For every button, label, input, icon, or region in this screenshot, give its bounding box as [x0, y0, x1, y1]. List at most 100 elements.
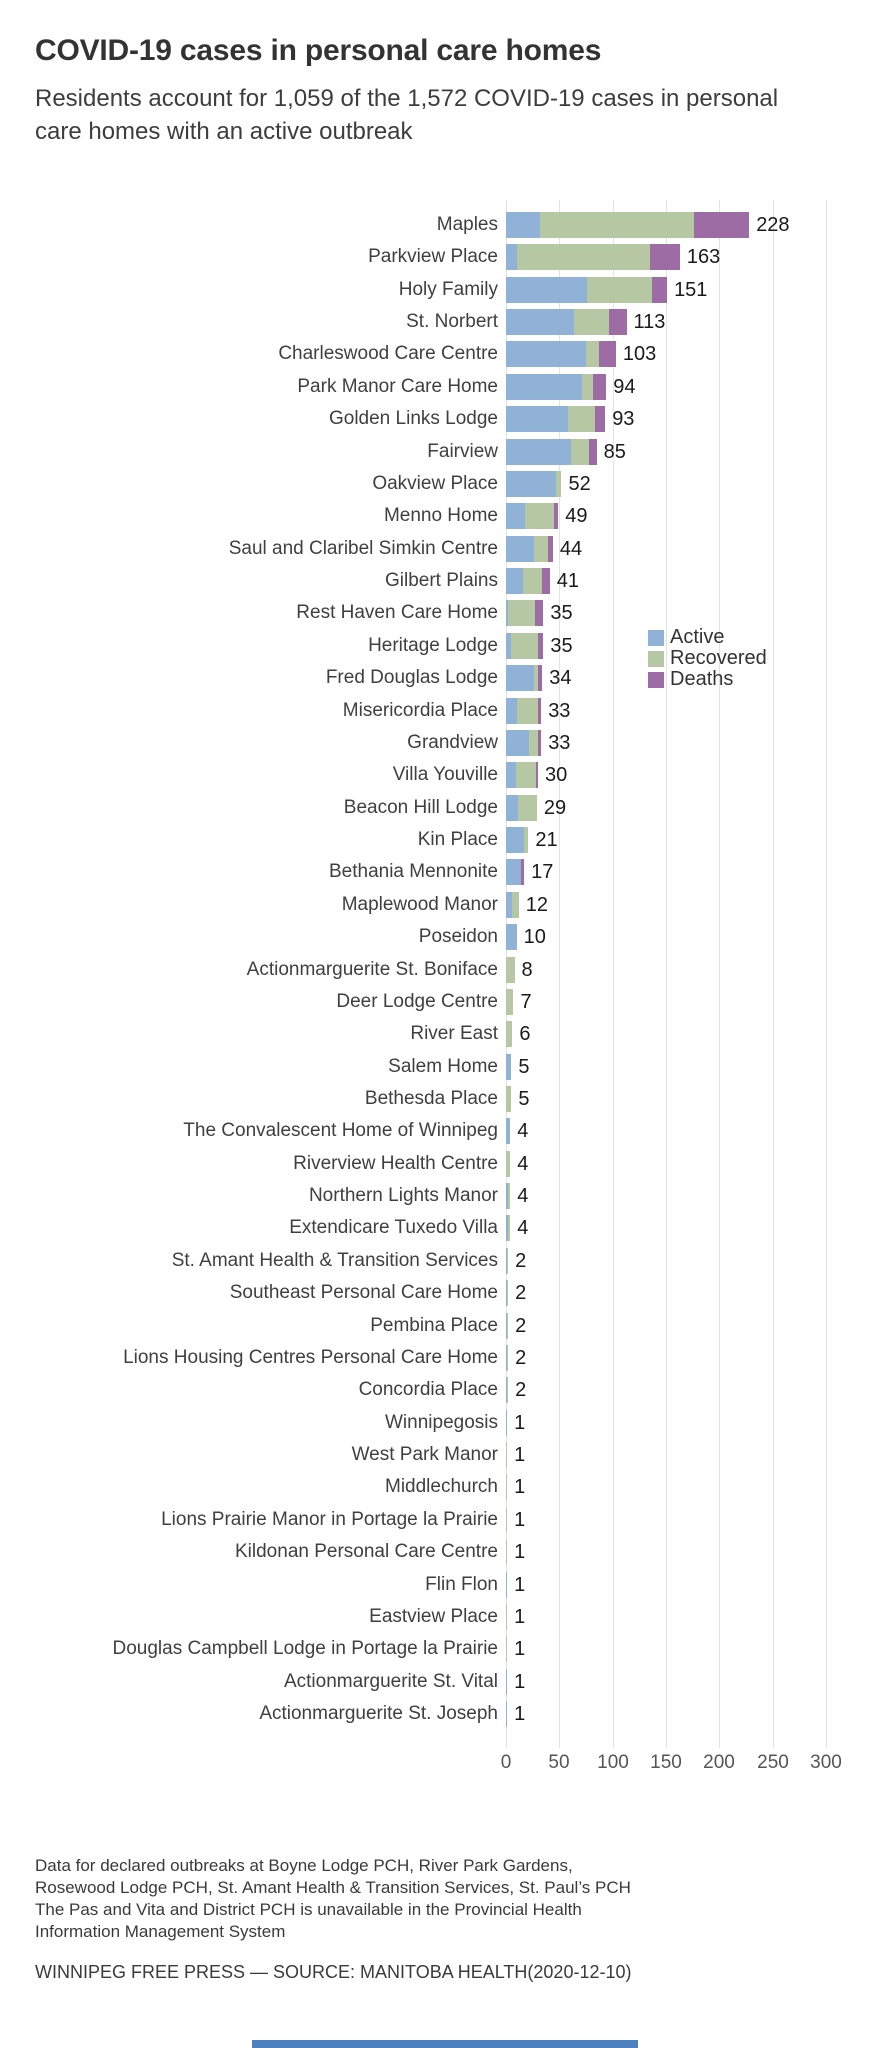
- bar-segment-active: [506, 1313, 508, 1339]
- bar-value: 85: [603, 440, 626, 463]
- bar-segment-active: [506, 924, 517, 950]
- bar-value: 2: [515, 1314, 527, 1337]
- row-label: Bethesda Place: [364, 1088, 498, 1109]
- bar-row: Actionmarguerite St. Boniface 8: [35, 957, 875, 983]
- stacked-bar: [506, 698, 542, 724]
- bar-segment-deaths: [520, 859, 525, 885]
- bar-value: 29: [543, 796, 567, 819]
- bar-value: 1: [514, 1670, 526, 1693]
- bar-segment-active: [506, 730, 530, 756]
- bar-value: 2: [515, 1346, 527, 1369]
- bar-segment-deaths: [652, 277, 668, 303]
- bar-segment-active: [506, 892, 513, 918]
- row-label: Extendicare Tuxedo Villa: [289, 1217, 498, 1238]
- legend-label: Recovered: [670, 647, 767, 669]
- bar-row: Southeast Personal Care Home 2: [35, 1280, 875, 1306]
- stacked-bar: [506, 1572, 508, 1598]
- bar-segment-deaths: [537, 665, 543, 691]
- bar-value: 5: [518, 1055, 530, 1078]
- bar-row: Beacon Hill Lodge 29: [35, 795, 875, 821]
- bar-segment-recovered: [516, 244, 650, 270]
- x-tick-label: 50: [548, 1752, 570, 1773]
- bar-segment-recovered: [511, 633, 538, 659]
- bar-segment-deaths: [553, 503, 559, 529]
- bar-segment-active: [506, 212, 541, 238]
- bar-segment-recovered: [515, 762, 536, 788]
- row-label: Eastview Place: [369, 1606, 498, 1627]
- stacked-bar: [506, 827, 529, 853]
- bar-row: Parkview Place 163: [35, 244, 875, 270]
- bar-value: 94: [613, 375, 636, 398]
- stacked-bar: [506, 665, 543, 691]
- bar-segment-recovered: [581, 374, 594, 400]
- bar-row: River East 6: [35, 1021, 875, 1047]
- bar-value: 52: [568, 472, 591, 495]
- bar-segment-active: [506, 1572, 508, 1598]
- row-label: Gilbert Plains: [385, 570, 498, 591]
- row-label: Fairview: [427, 441, 498, 462]
- bar-row: Menno Home 49: [35, 503, 875, 529]
- row-label: Holy Family: [398, 279, 498, 300]
- row-label: Oakview Place: [372, 473, 498, 494]
- bar-row: Saul and Claribel Simkin Centre 44: [35, 536, 875, 562]
- bar-segment-recovered: [586, 341, 599, 367]
- row-label: Actionmarguerite St. Boniface: [246, 959, 498, 980]
- source-credit: WINNIPEG FREE PRESS — SOURCE: MANITOBA H…: [35, 1962, 632, 1982]
- x-tick-label: 100: [597, 1752, 629, 1773]
- row-label: Salem Home: [388, 1056, 498, 1077]
- bar-row: St. Norbert 113: [35, 309, 875, 335]
- stacked-bar: [506, 1118, 511, 1144]
- bar-row: Actionmarguerite St. Vital 1: [35, 1669, 875, 1695]
- stacked-bar: [506, 1442, 508, 1468]
- bar-segment-deaths: [594, 406, 606, 432]
- bar-segment-recovered: [506, 1507, 508, 1533]
- gridline: [559, 200, 560, 1748]
- bar-value: 6: [519, 1022, 531, 1045]
- bar-value: 2: [515, 1249, 527, 1272]
- partial-bottom-element: [252, 2040, 638, 2048]
- bar-value: 35: [550, 601, 573, 624]
- bar-segment-recovered: [556, 471, 562, 497]
- row-label: Villa Youville: [392, 764, 498, 785]
- bar-segment-recovered: [506, 1474, 508, 1500]
- bar-value: 1: [514, 1573, 526, 1596]
- bar-value: 4: [517, 1216, 529, 1239]
- stacked-bar: [506, 989, 514, 1015]
- stacked-bar: [506, 1313, 509, 1339]
- row-label: Actionmarguerite St. Joseph: [259, 1703, 498, 1724]
- bar-segment-recovered: [533, 536, 548, 562]
- gridline: [719, 200, 720, 1748]
- bar-row: The Convalescent Home of Winnipeg 4: [35, 1118, 875, 1144]
- bar-row: Charleswood Care Centre 103: [35, 341, 875, 367]
- bar-segment-active: [506, 374, 582, 400]
- bar-row: Lions Prairie Manor in Portage la Prairi…: [35, 1507, 875, 1533]
- bar-row: Misericordia Place 33: [35, 698, 875, 724]
- stacked-bar: [506, 730, 542, 756]
- stacked-bar: [506, 1377, 509, 1403]
- bar-value: 44: [559, 537, 583, 560]
- bar-value: 2: [515, 1378, 527, 1401]
- bar-segment-recovered: [529, 730, 538, 756]
- row-label: Grandview: [407, 732, 498, 753]
- bar-value: 33: [548, 699, 571, 722]
- row-label: Heritage Lodge: [368, 635, 498, 656]
- bar-segment-recovered: [506, 1442, 508, 1468]
- bar-segment-recovered: [540, 212, 694, 238]
- gridline: [666, 200, 667, 1748]
- bar-segment-recovered: [508, 1215, 511, 1241]
- bar-value: 93: [612, 407, 635, 430]
- bar-segment-deaths: [537, 698, 542, 724]
- bar-segment-active: [506, 698, 517, 724]
- bar-value: 49: [565, 504, 588, 527]
- stacked-bar: [506, 1183, 511, 1209]
- bar-row: Gilbert Plains 41: [35, 568, 875, 594]
- stacked-bar: [506, 1410, 508, 1436]
- bar-value: 151: [674, 278, 708, 301]
- bar-segment-active: [506, 762, 516, 788]
- row-label: Riverview Health Centre: [293, 1153, 498, 1174]
- row-label: Winnipegosis: [385, 1412, 498, 1433]
- row-label: Flin Flon: [425, 1574, 498, 1595]
- bar-value: 21: [535, 828, 558, 851]
- stacked-bar: [506, 1345, 509, 1371]
- bar-segment-recovered: [508, 600, 535, 626]
